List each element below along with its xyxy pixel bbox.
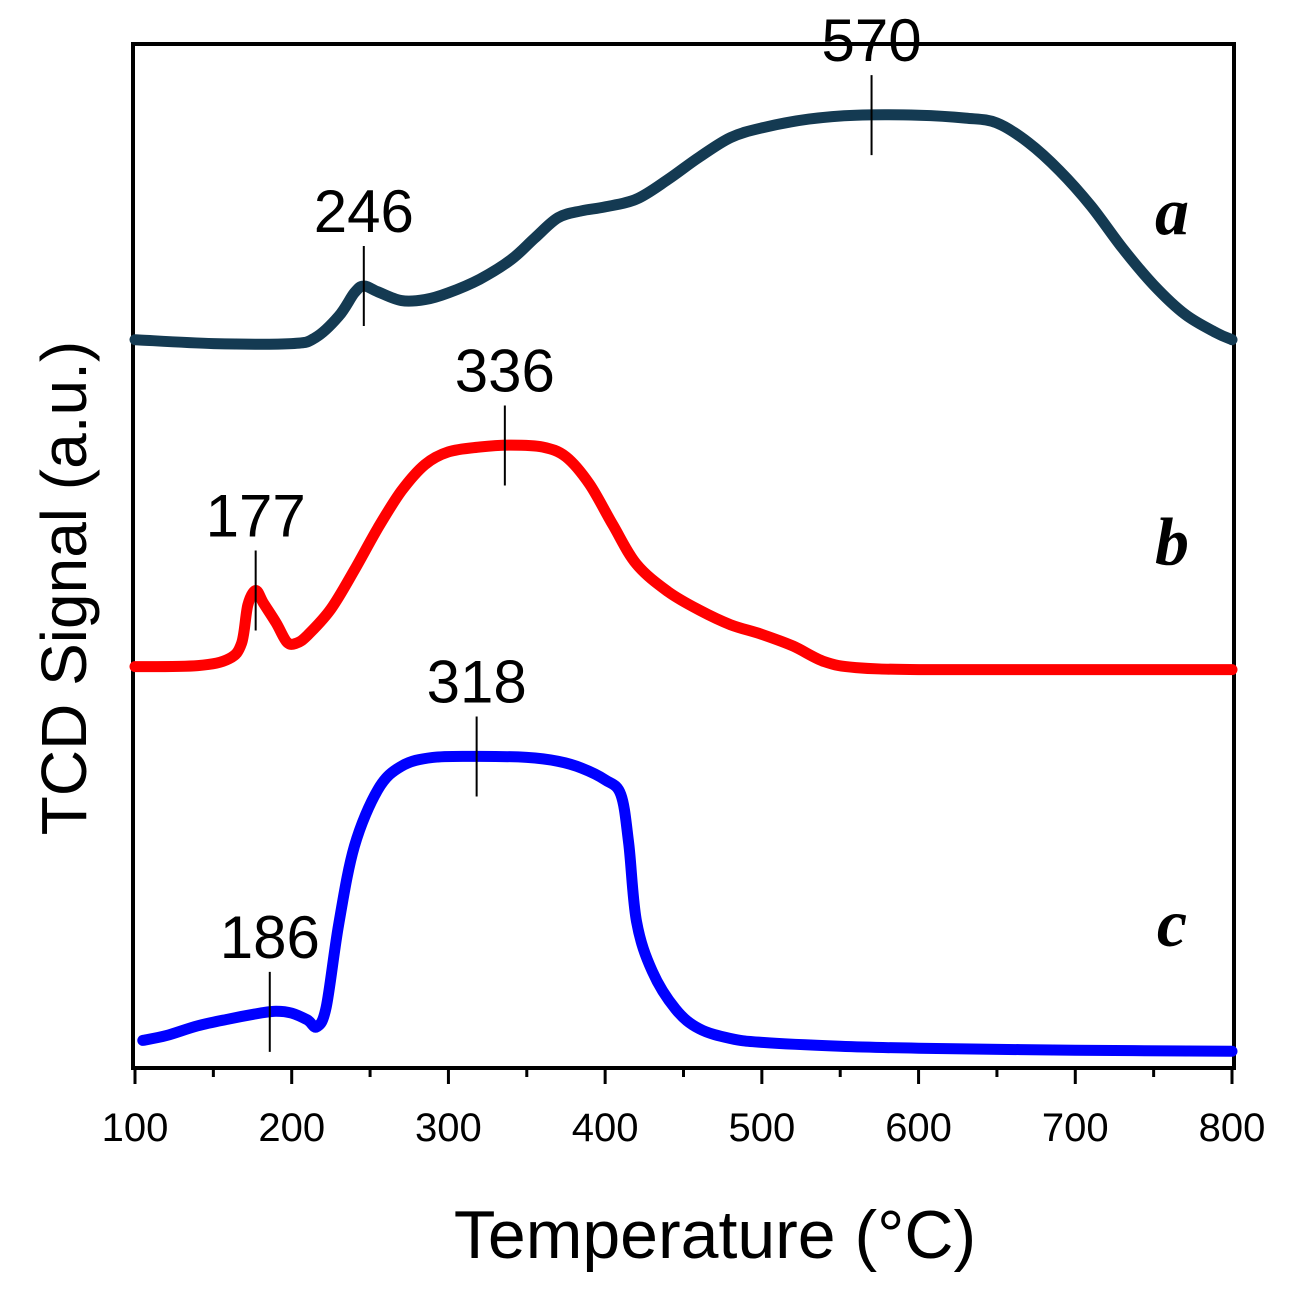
y-axis-label: TCD Signal (a.u.)	[28, 341, 100, 835]
curve-label-a: a	[1155, 174, 1189, 250]
peak-label-c: 318	[427, 648, 527, 715]
x-axis-label: Temperature (°C)	[454, 1197, 976, 1273]
peak-label-b: 336	[455, 337, 555, 404]
series-line-c	[137, 750, 1238, 1057]
x-tick-label: 700	[1042, 1106, 1109, 1150]
peak-label-a: 246	[314, 178, 414, 245]
x-tick-label: 300	[415, 1106, 482, 1150]
series-line-b	[129, 439, 1238, 676]
peak-markers: 246 570 177 336 186 318	[206, 7, 922, 1052]
x-axis-ticks	[133, 1068, 1234, 1084]
curve-label-c: c	[1157, 885, 1187, 961]
series-lines	[129, 109, 1238, 1057]
peak-label-a: 570	[822, 7, 922, 74]
x-tick-label: 200	[258, 1106, 325, 1150]
x-axis-tick-labels: 100 200 300 400 500 600 700 800	[102, 1106, 1266, 1150]
series-line-a	[129, 109, 1238, 350]
x-tick-label: 800	[1199, 1106, 1266, 1150]
peak-label-c: 186	[220, 904, 320, 971]
curve-label-b: b	[1155, 504, 1189, 580]
x-tick-label: 400	[572, 1106, 639, 1150]
x-tick-label: 500	[728, 1106, 795, 1150]
peak-label-b: 177	[206, 482, 306, 549]
curve-labels: a b c	[1155, 174, 1189, 962]
x-tick-label: 100	[102, 1106, 169, 1150]
x-tick-label: 600	[885, 1106, 952, 1150]
